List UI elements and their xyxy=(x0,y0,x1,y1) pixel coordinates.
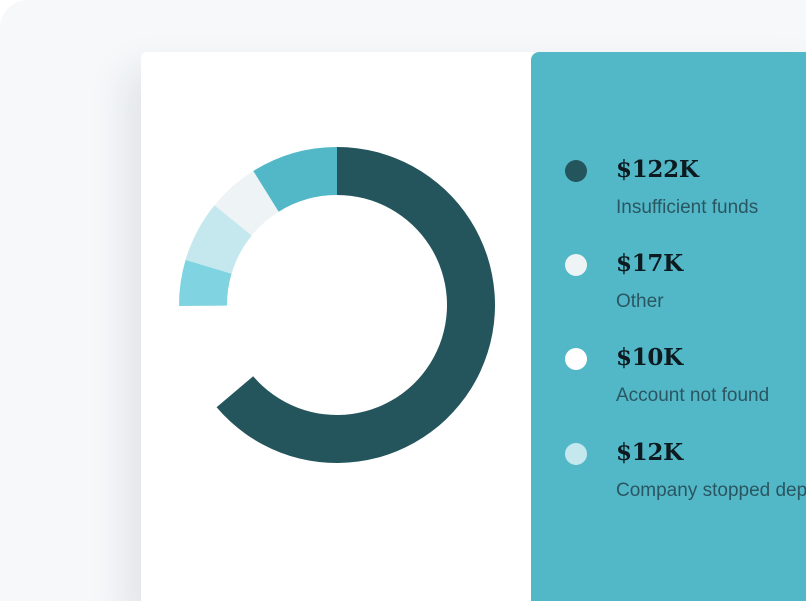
legend-item-other: $17K Other xyxy=(531,250,806,330)
legend-label: Other xyxy=(616,291,664,312)
slice-other xyxy=(253,147,337,212)
slice-company-stopped-deposit xyxy=(185,205,252,274)
legend-dot-company-stopped-deposit xyxy=(565,443,587,465)
legend-item-insufficient-funds: $122K Insufficient funds xyxy=(531,156,806,236)
legend-item-company-stopped-deposit: $12K Company stopped deposit xyxy=(531,439,806,519)
legend-item-account-not-found: $10K Account not found xyxy=(531,344,806,424)
slice-extra xyxy=(179,259,232,306)
donut-chart xyxy=(179,147,495,464)
legend-value: $10K xyxy=(616,344,683,371)
donut-chart-area xyxy=(141,52,531,601)
legend-dot-account-not-found xyxy=(565,348,587,370)
legend-value: $17K xyxy=(616,250,683,277)
legend-value: $122K xyxy=(616,156,699,183)
legend-dot-insufficient-funds xyxy=(565,160,587,182)
slice-account-not-found xyxy=(214,171,279,236)
legend-value: $12K xyxy=(616,439,683,466)
legend-list: $122K Insufficient funds $17K Other $10K… xyxy=(531,52,806,601)
legend-dot-other xyxy=(565,254,587,276)
slice-insufficient-funds xyxy=(216,147,495,464)
legend-label: Insufficient funds xyxy=(616,197,759,218)
legend-panel: $122K Insufficient funds $17K Other $10K… xyxy=(531,52,806,601)
legend-label: Company stopped deposit xyxy=(616,480,806,501)
legend-label: Account not found xyxy=(616,385,770,406)
